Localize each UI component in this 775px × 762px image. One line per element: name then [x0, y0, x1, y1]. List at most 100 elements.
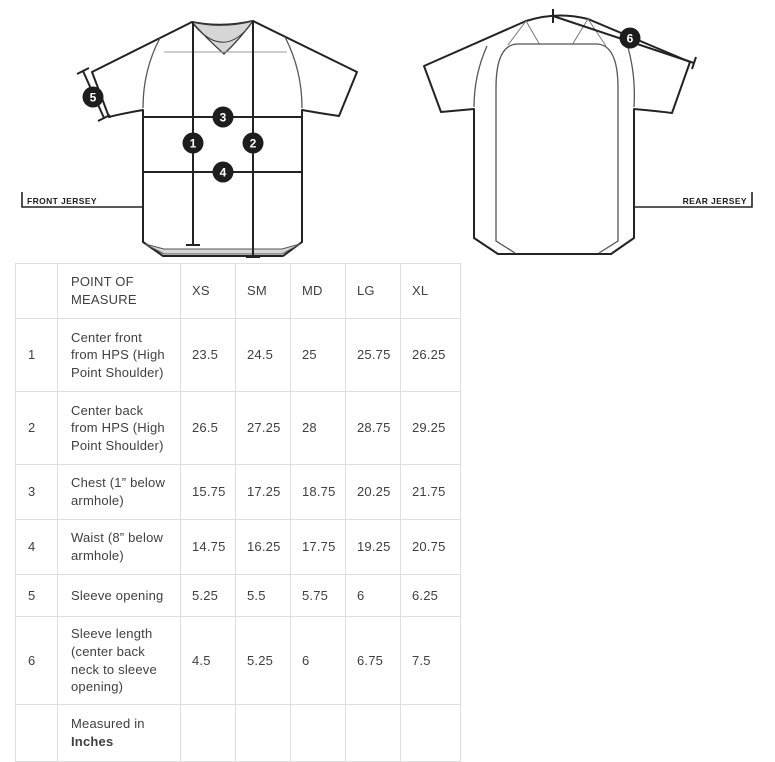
table-row: 3 Chest (1” below armhole) 15.75 17.25 1…: [15, 464, 461, 520]
size-value: 6: [345, 574, 401, 617]
size-value: 17.25: [235, 464, 291, 520]
size-value: 25.75: [345, 318, 401, 392]
front-armhole-left: [142, 37, 161, 109]
front-jersey-drawing: [91, 19, 358, 257]
size-value: 26.25: [400, 318, 461, 392]
front-jersey-callout: FRONT JERSEY: [21, 192, 143, 208]
row-label: Center back from HPS (High Point Shoulde…: [57, 391, 181, 465]
marker-5: 5: [82, 86, 104, 108]
empty-cell: [345, 704, 401, 762]
front-collar: [190, 19, 255, 55]
rear-jersey-outline: [423, 14, 691, 255]
size-measurement-table: POINT OF MEASURE XS SM MD LG XL 1 Center…: [15, 263, 461, 762]
size-value: 28.75: [345, 391, 401, 465]
front-jersey-outline: [91, 20, 358, 257]
row-label: Chest (1” below armhole): [57, 464, 181, 520]
jersey-measurement-diagram: 1 2 3 4 5: [0, 0, 775, 262]
size-value: 7.5: [400, 616, 461, 705]
svg-text:1: 1: [190, 136, 197, 150]
table-header-row: POINT OF MEASURE XS SM MD LG XL: [15, 263, 461, 319]
size-value: 6.75: [345, 616, 401, 705]
svg-text:2: 2: [250, 136, 257, 150]
marker-3: 3: [212, 106, 234, 128]
rear-jersey-callout: REAR JERSEY: [634, 192, 753, 208]
measured-in-text: Measured in: [71, 716, 145, 732]
empty-cell: [180, 704, 236, 762]
measured-in-cell: Measured in Inches: [57, 704, 181, 762]
corner-cell: [15, 263, 58, 319]
rear-yoke-seams: [507, 18, 607, 47]
size-header-xs: XS: [180, 263, 236, 319]
size-value: 23.5: [180, 318, 236, 392]
front-jersey-label: FRONT JERSEY: [27, 196, 97, 206]
size-value: 14.75: [180, 519, 236, 575]
size-value: 29.25: [400, 391, 461, 465]
rear-jersey-label: REAR JERSEY: [683, 196, 747, 206]
empty-cell: [400, 704, 461, 762]
measure-markers: 1 2 3 4 5: [82, 27, 641, 183]
table-row: 5 Sleeve opening 5.25 5.5 5.75 6 6.25: [15, 574, 461, 617]
svg-text:3: 3: [220, 110, 227, 124]
size-value: 18.75: [290, 464, 346, 520]
size-header-sm: SM: [235, 263, 291, 319]
size-value: 15.75: [180, 464, 236, 520]
empty-cell: [15, 704, 58, 762]
row-number: 1: [15, 318, 58, 392]
size-value: 4.5: [180, 616, 236, 705]
row-number: 6: [15, 616, 58, 705]
size-header-xl: XL: [400, 263, 461, 319]
marker-6: 6: [619, 27, 641, 49]
size-value: 20.25: [345, 464, 401, 520]
size-value: 25: [290, 318, 346, 392]
front-collar-band: [193, 23, 252, 43]
jersey-diagram-svg: 1 2 3 4 5: [21, 9, 753, 258]
table-row: 1 Center front from HPS (High Point Shou…: [15, 318, 461, 392]
size-value: 16.25: [235, 519, 291, 575]
empty-cell: [235, 704, 291, 762]
size-value: 5.75: [290, 574, 346, 617]
svg-text:6: 6: [627, 31, 634, 45]
row-label: Sleeve opening: [57, 574, 181, 617]
marker-1: 1: [182, 132, 204, 154]
table-row: 4 Waist (8” below armhole) 14.75 16.25 1…: [15, 519, 461, 575]
size-value: 27.25: [235, 391, 291, 465]
point-of-measure-header: POINT OF MEASURE: [57, 263, 181, 319]
rear-leader-line: [634, 192, 753, 208]
front-armhole-right: [284, 36, 303, 109]
row-label: Center front from HPS (High Point Should…: [57, 318, 181, 392]
row-number: 4: [15, 519, 58, 575]
size-value: 6.25: [400, 574, 461, 617]
empty-cell: [290, 704, 346, 762]
rear-back-panel: [495, 43, 619, 254]
size-value: 6: [290, 616, 346, 705]
table-row: 2 Center back from HPS (High Point Shoul…: [15, 391, 461, 465]
size-value: 26.5: [180, 391, 236, 465]
size-value: 24.5: [235, 318, 291, 392]
svg-text:5: 5: [90, 90, 97, 104]
size-value: 21.75: [400, 464, 461, 520]
rear-jersey-drawing: [423, 14, 691, 255]
table-row: 6 Sleeve length (center back neck to sle…: [15, 616, 461, 705]
marker-4: 4: [212, 161, 234, 183]
size-header-lg: LG: [345, 263, 401, 319]
size-header-md: MD: [290, 263, 346, 319]
svg-text:4: 4: [220, 165, 227, 179]
row-label: Waist (8” below armhole): [57, 519, 181, 575]
row-number: 5: [15, 574, 58, 617]
size-value: 19.25: [345, 519, 401, 575]
size-value: 5.25: [235, 616, 291, 705]
table-footer-row: Measured in Inches: [15, 704, 461, 762]
size-value: 28: [290, 391, 346, 465]
size-value: 5.25: [180, 574, 236, 617]
row-label: Sleeve length (center back neck to sleev…: [57, 616, 181, 705]
front-hem-band: [144, 243, 301, 255]
size-value: 5.5: [235, 574, 291, 617]
row-number: 2: [15, 391, 58, 465]
marker-2: 2: [242, 132, 264, 154]
rear-armhole-left: [473, 45, 488, 108]
row-number: 3: [15, 464, 58, 520]
measured-in-unit: Inches: [71, 734, 114, 749]
front-leader-line: [21, 192, 143, 208]
rear-armhole-right: [626, 43, 635, 108]
